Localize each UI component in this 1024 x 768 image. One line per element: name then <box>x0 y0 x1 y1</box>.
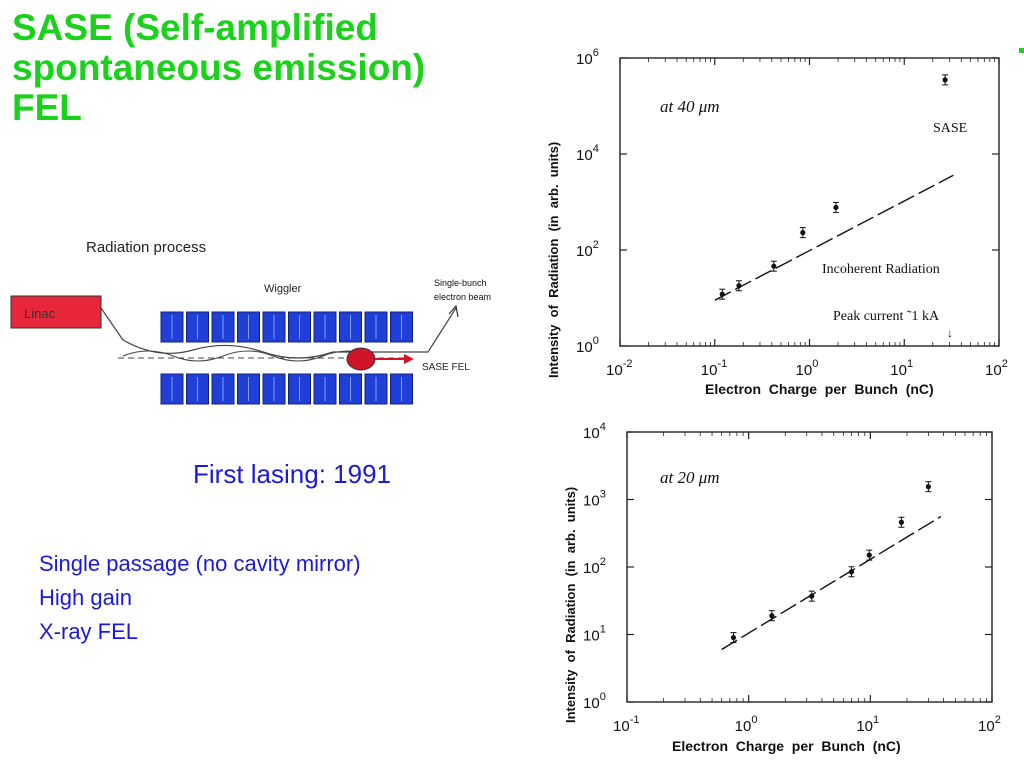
data-point <box>769 613 775 619</box>
series-lines <box>714 174 954 301</box>
sase-arrow-icon <box>404 354 414 364</box>
title-line-2: spontaneous emission) <box>12 47 426 88</box>
sase-fel-label: SASE FEL <box>422 362 470 373</box>
y-tick-label: 100 <box>576 335 599 356</box>
y-tick-label: 103 <box>583 489 606 510</box>
x-tick-label: 10-1 <box>613 714 639 735</box>
chart-annotation: at 40 μm <box>660 97 720 116</box>
x-tick-labels: 10-1 100 101 102 <box>613 714 1001 735</box>
data-point <box>866 552 872 558</box>
x-tick-labels: 10-2 10-1 100 101 102 <box>606 358 1008 379</box>
x-tick-label: 101 <box>890 358 913 379</box>
y-tick-label: 101 <box>583 624 606 645</box>
series-points <box>730 481 932 644</box>
wiggler-magnets-top <box>160 311 413 343</box>
y-tick-label: 104 <box>583 421 606 442</box>
annotation-incoherent: Incoherent Radiation <box>822 262 940 277</box>
annotation-sase: SASE <box>933 121 967 136</box>
y-tick-labels: 100 102 104 106 <box>576 47 599 356</box>
data-point <box>942 77 948 83</box>
electron-bunch-icon <box>346 347 376 371</box>
beam-label-2: electron beam <box>434 292 491 302</box>
data-point <box>925 484 931 490</box>
x-tick-label: 101 <box>856 714 879 735</box>
data-point <box>719 291 725 297</box>
electron-trajectory <box>122 350 374 362</box>
y-tick-label: 100 <box>583 691 606 712</box>
peak-arrow-icon: ↓ <box>947 326 953 340</box>
y-tick-labels: 100 101 102 103 104 <box>583 421 606 712</box>
feature-list: Single passage (no cavity mirror) High g… <box>39 547 361 649</box>
feature-item: Single passage (no cavity mirror) <box>39 551 361 576</box>
data-point <box>800 230 806 236</box>
series-points <box>719 74 949 300</box>
radiation-process-diagram: Radiation process Wiggler Single-bunch e… <box>10 239 491 405</box>
x-axis-label: Electron Charge per Bunch (nC) <box>672 738 901 754</box>
incoherent-radiation-line <box>714 174 954 301</box>
x-tick-label: 10-1 <box>701 358 727 379</box>
slide-marker-icon <box>1019 48 1024 53</box>
data-point <box>898 519 904 525</box>
first-lasing-text: First lasing: 1991 <box>193 459 391 489</box>
y-axis-label: Intensity of Radiation (in arb. units) <box>563 487 578 723</box>
incoherent-radiation-line <box>721 515 942 651</box>
data-point <box>833 204 839 211</box>
beam-label-1: Single-bunch <box>434 278 487 288</box>
feature-item: High gain <box>39 585 132 610</box>
tick-group <box>619 57 1000 347</box>
title-line-3: FEL <box>12 87 82 128</box>
beam-path <box>100 307 457 359</box>
y-tick-label: 102 <box>583 556 606 577</box>
chart-annotation: at 20 μm <box>660 468 720 487</box>
data-point <box>736 283 742 289</box>
diagram-title: Radiation process <box>86 239 206 256</box>
x-tick-label: 102 <box>978 714 1001 735</box>
title-line-1: SASE (Self-amplified <box>12 7 378 48</box>
x-tick-label: 100 <box>796 358 819 379</box>
slide-title: SASE (Self-amplified spontaneous emissio… <box>12 8 532 128</box>
data-point <box>848 569 855 575</box>
beam-arrow-icon <box>448 304 459 318</box>
x-tick-label: 100 <box>735 714 758 735</box>
data-point <box>809 593 815 599</box>
linac-box <box>10 295 102 329</box>
wiggler-magnets-bottom <box>160 373 413 405</box>
wiggler-label: Wiggler <box>264 283 302 295</box>
y-axis-label: Intensity of Radiation (in arb. units) <box>546 142 561 378</box>
linac-label: Linac <box>24 306 56 321</box>
series-lines <box>721 515 942 651</box>
tick-group <box>626 431 993 703</box>
y-tick-label: 106 <box>576 47 599 68</box>
x-axis-label: Electron Charge per Bunch (nC) <box>705 381 934 397</box>
x-tick-label: 10-2 <box>606 358 632 379</box>
data-point <box>771 263 777 269</box>
feature-item: X-ray FEL <box>39 619 139 644</box>
data-point <box>730 634 737 641</box>
y-tick-label: 102 <box>576 239 599 260</box>
annotation-peak-current: Peak current ˜1 kA <box>833 309 940 324</box>
x-tick-label: 102 <box>985 358 1008 379</box>
chart-20um: 10-1 100 101 102 100 101 102 103 104 at 20 μm E… <box>563 421 1001 754</box>
y-tick-label: 104 <box>576 143 599 164</box>
